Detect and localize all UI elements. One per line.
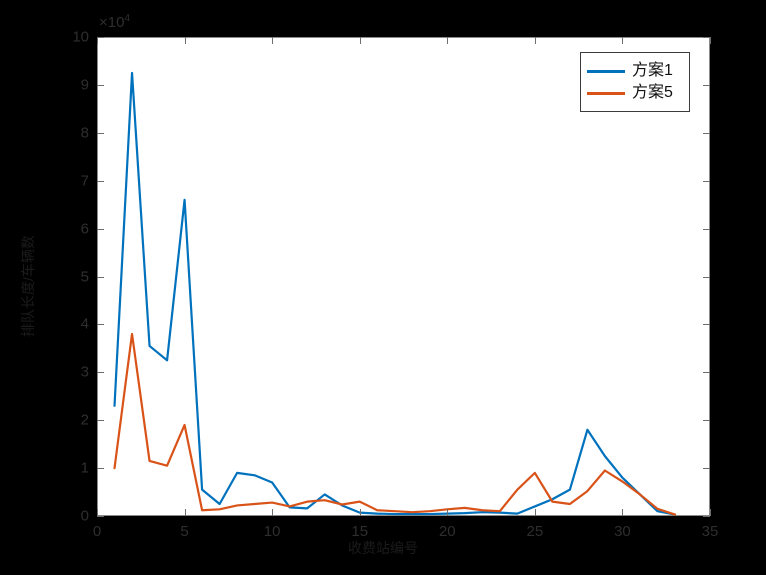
series-line-0 — [113, 71, 677, 516]
y-tick-label-6: 6 — [80, 220, 89, 238]
y-tick-right-0 — [703, 516, 710, 517]
x-tick-5 — [184, 509, 186, 516]
x-tick-top-5 — [184, 37, 186, 44]
x-tick-20 — [447, 509, 449, 516]
y-tick-4 — [97, 324, 104, 326]
x-tick-label-5: 5 — [180, 523, 189, 540]
series-svg — [113, 71, 677, 516]
legend[interactable]: 方案1 方案5 — [580, 52, 690, 112]
y-tick-label-7: 7 — [80, 172, 89, 190]
legend-label-1: 方案5 — [632, 84, 673, 101]
y-tick-5 — [97, 276, 104, 278]
chart-canvas — [97, 37, 710, 516]
legend-item-0[interactable]: 方案1 — [587, 60, 681, 82]
x-tick-top-20 — [447, 37, 449, 44]
y-tick-label-10: 10 — [72, 28, 89, 46]
y-tick-right-2 — [703, 420, 710, 422]
y-tick-6 — [97, 228, 104, 230]
x-tick-15 — [359, 509, 361, 516]
x-axis-title: 收费站编号 — [348, 540, 418, 556]
exponent-base: 10 — [107, 14, 125, 31]
x-tick-25 — [534, 509, 536, 516]
x-tick-top-15 — [359, 37, 361, 44]
exponent-power: 4 — [124, 13, 131, 24]
y-axis-title: 排队长度/车辆数 — [20, 235, 36, 337]
y-tick-label-9: 9 — [80, 76, 89, 94]
x-tick-label-25: 25 — [526, 523, 544, 540]
y-tick-2 — [97, 420, 104, 422]
x-tick-top-30 — [622, 37, 624, 44]
y-tick-7 — [97, 180, 104, 182]
legend-label-0: 方案1 — [632, 62, 673, 79]
y-tick-label-1: 1 — [80, 459, 89, 477]
x-tick-top-25 — [534, 37, 536, 44]
y-tick-9 — [97, 84, 104, 86]
x-tick-top-35 — [710, 37, 711, 44]
y-tick-label-5: 5 — [80, 268, 89, 285]
y-tick-right-8 — [703, 132, 710, 134]
y-tick-0 — [97, 516, 104, 517]
y-tick-label-2: 2 — [80, 411, 89, 429]
legend-swatch-line-0 — [587, 69, 625, 73]
legend-swatch-line-1 — [587, 91, 625, 95]
y-tick-right-3 — [703, 372, 710, 374]
x-tick-top-10 — [272, 37, 274, 44]
x-tick-label-15: 15 — [351, 523, 369, 540]
y-tick-right-10 — [703, 37, 710, 38]
y-tick-right-1 — [703, 468, 710, 470]
y-tick-label-0: 0 — [80, 507, 89, 525]
y-tick-right-6 — [703, 228, 710, 230]
x-tick-0 — [97, 509, 98, 516]
x-tick-label-20: 20 — [438, 523, 456, 540]
y-tick-10 — [97, 37, 104, 38]
x-tick-top-0 — [97, 37, 98, 44]
y-tick-right-5 — [703, 276, 710, 278]
exponent-prefix: × — [99, 14, 108, 31]
legend-item-1[interactable]: 方案5 — [587, 82, 681, 104]
y-tick-1 — [97, 468, 104, 470]
y-axis-exponent-label: ×104 — [99, 13, 130, 31]
y-tick-8 — [97, 132, 104, 134]
y-tick-label-3: 3 — [80, 363, 89, 381]
y-tick-label-8: 8 — [80, 124, 89, 142]
y-tick-right-4 — [703, 324, 710, 326]
x-tick-label-30: 30 — [614, 523, 631, 540]
y-tick-right-7 — [703, 180, 710, 182]
series-line-1 — [113, 332, 677, 516]
x-tick-30 — [622, 509, 624, 516]
x-tick-label-0: 0 — [92, 523, 102, 540]
y-tick-3 — [97, 372, 104, 374]
x-tick-label-35: 35 — [701, 523, 719, 540]
x-tick-label-10: 10 — [263, 523, 281, 540]
y-tick-right-9 — [703, 84, 710, 86]
x-tick-35 — [710, 509, 711, 516]
x-tick-10 — [272, 509, 274, 516]
y-tick-label-4: 4 — [80, 315, 89, 333]
